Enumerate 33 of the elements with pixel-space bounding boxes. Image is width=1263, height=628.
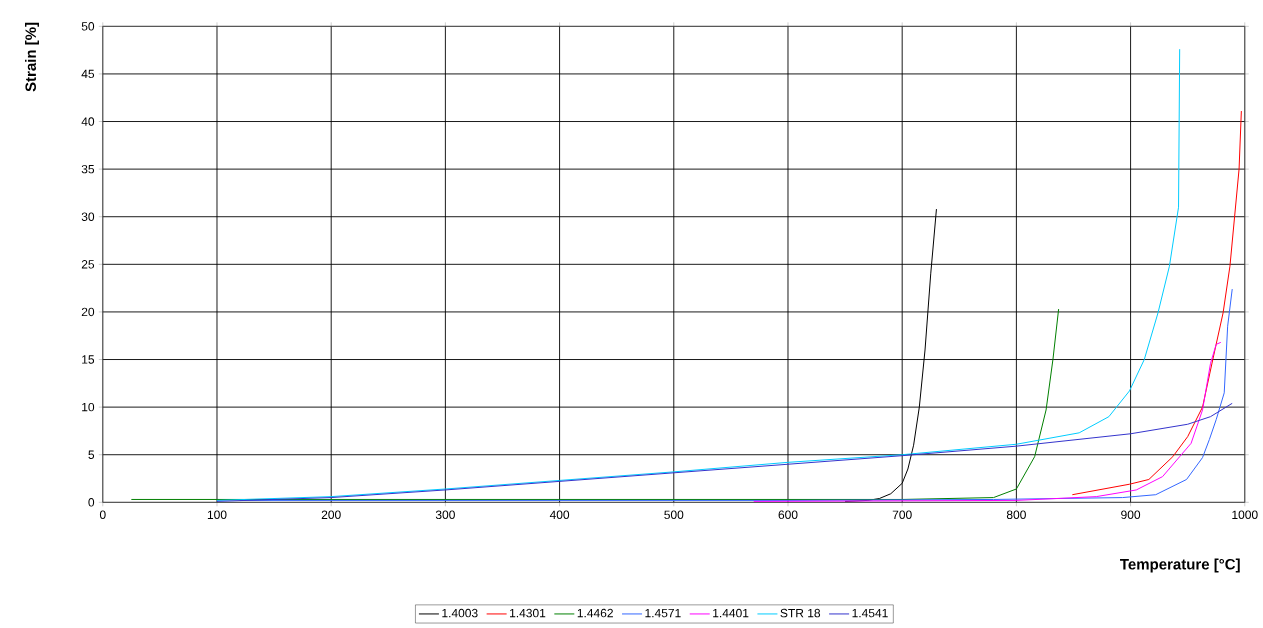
x-tick-label: 200 bbox=[321, 510, 341, 520]
x-tick-label: 900 bbox=[1121, 510, 1141, 520]
y-tick-label: 30 bbox=[81, 212, 95, 221]
legend-label: 1.4571 bbox=[645, 608, 681, 618]
y-tick-label: 15 bbox=[82, 355, 95, 364]
y-axis-title: Strain [%] bbox=[25, 22, 39, 92]
legend-label: 1.4401 bbox=[713, 608, 749, 618]
y-tick-label: 5 bbox=[88, 450, 95, 459]
legend-label: 1.4541 bbox=[852, 608, 888, 618]
y-tick-label: 10 bbox=[82, 402, 95, 412]
x-tick-label: 600 bbox=[778, 510, 798, 520]
legend-label: 1.4301 bbox=[510, 608, 546, 618]
y-tick-label: 35 bbox=[81, 164, 95, 174]
legend-label: 1.4462 bbox=[577, 608, 613, 618]
x-tick-label: 800 bbox=[1006, 510, 1026, 520]
legend-label: STR 18 bbox=[780, 608, 821, 618]
line-series bbox=[216, 48, 1181, 501]
y-tick-label: 20 bbox=[81, 307, 95, 317]
legend-label: 1.4003 bbox=[442, 608, 478, 618]
x-tick-label: 100 bbox=[207, 510, 227, 520]
x-tick-label: 500 bbox=[664, 510, 684, 520]
y-tick-label: 50 bbox=[81, 22, 95, 31]
line-series bbox=[753, 341, 1222, 502]
x-tick-label: 700 bbox=[892, 510, 912, 520]
x-tick-label: 300 bbox=[435, 510, 455, 520]
y-tick-label: 45 bbox=[81, 69, 95, 79]
y-tick-label: 25 bbox=[81, 260, 95, 269]
x-tick-label: 0 bbox=[99, 510, 106, 520]
x-tick-label: 400 bbox=[549, 510, 570, 520]
x-axis-title: Temperature [°C] bbox=[1120, 558, 1240, 573]
y-tick-label: 0 bbox=[88, 498, 95, 507]
x-tick-label: 1000 bbox=[1232, 510, 1258, 520]
y-tick-label: 40 bbox=[81, 117, 95, 126]
